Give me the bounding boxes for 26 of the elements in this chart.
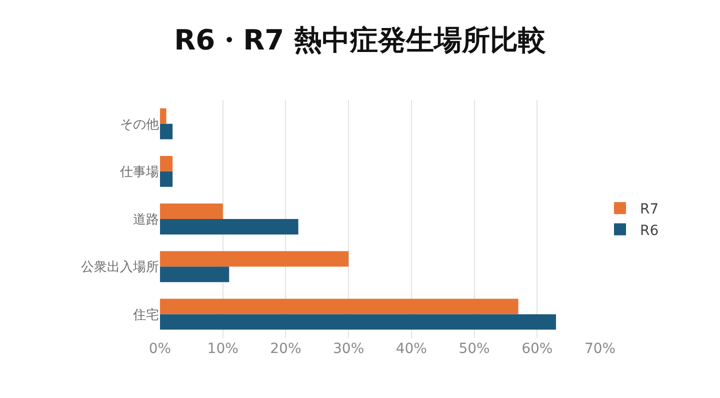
bar: [160, 314, 556, 330]
y-tick-label: 住宅: [132, 306, 159, 323]
x-tick-label: 60%: [522, 341, 553, 357]
x-tick-label: 10%: [207, 341, 238, 357]
x-tick-label: 50%: [458, 341, 490, 357]
bar: [160, 156, 173, 172]
chart-title: R6・R7 熱中症発生場所比較: [174, 24, 547, 57]
y-tick-label: 道路: [133, 212, 159, 228]
x-tick-label: 30%: [333, 341, 364, 357]
x-tick-label: 70%: [584, 341, 616, 357]
x-tick-label: 40%: [396, 341, 427, 357]
y-tick-label: 仕事場: [119, 164, 159, 180]
bar: [160, 266, 230, 282]
y-tick-label: 公衆出入場所: [81, 260, 159, 276]
legend-label: R6: [640, 222, 659, 239]
bar: [160, 124, 173, 140]
bar: [160, 298, 518, 314]
legend-label: R7: [640, 202, 659, 218]
bar: [160, 204, 223, 219]
bar: [160, 219, 298, 234]
bar: [160, 108, 166, 124]
bar: [160, 171, 173, 187]
bar: [160, 251, 349, 267]
x-tick-label: 20%: [270, 341, 302, 357]
y-tick-label: その他: [120, 117, 159, 132]
x-tick-label: 0%: [148, 341, 172, 357]
